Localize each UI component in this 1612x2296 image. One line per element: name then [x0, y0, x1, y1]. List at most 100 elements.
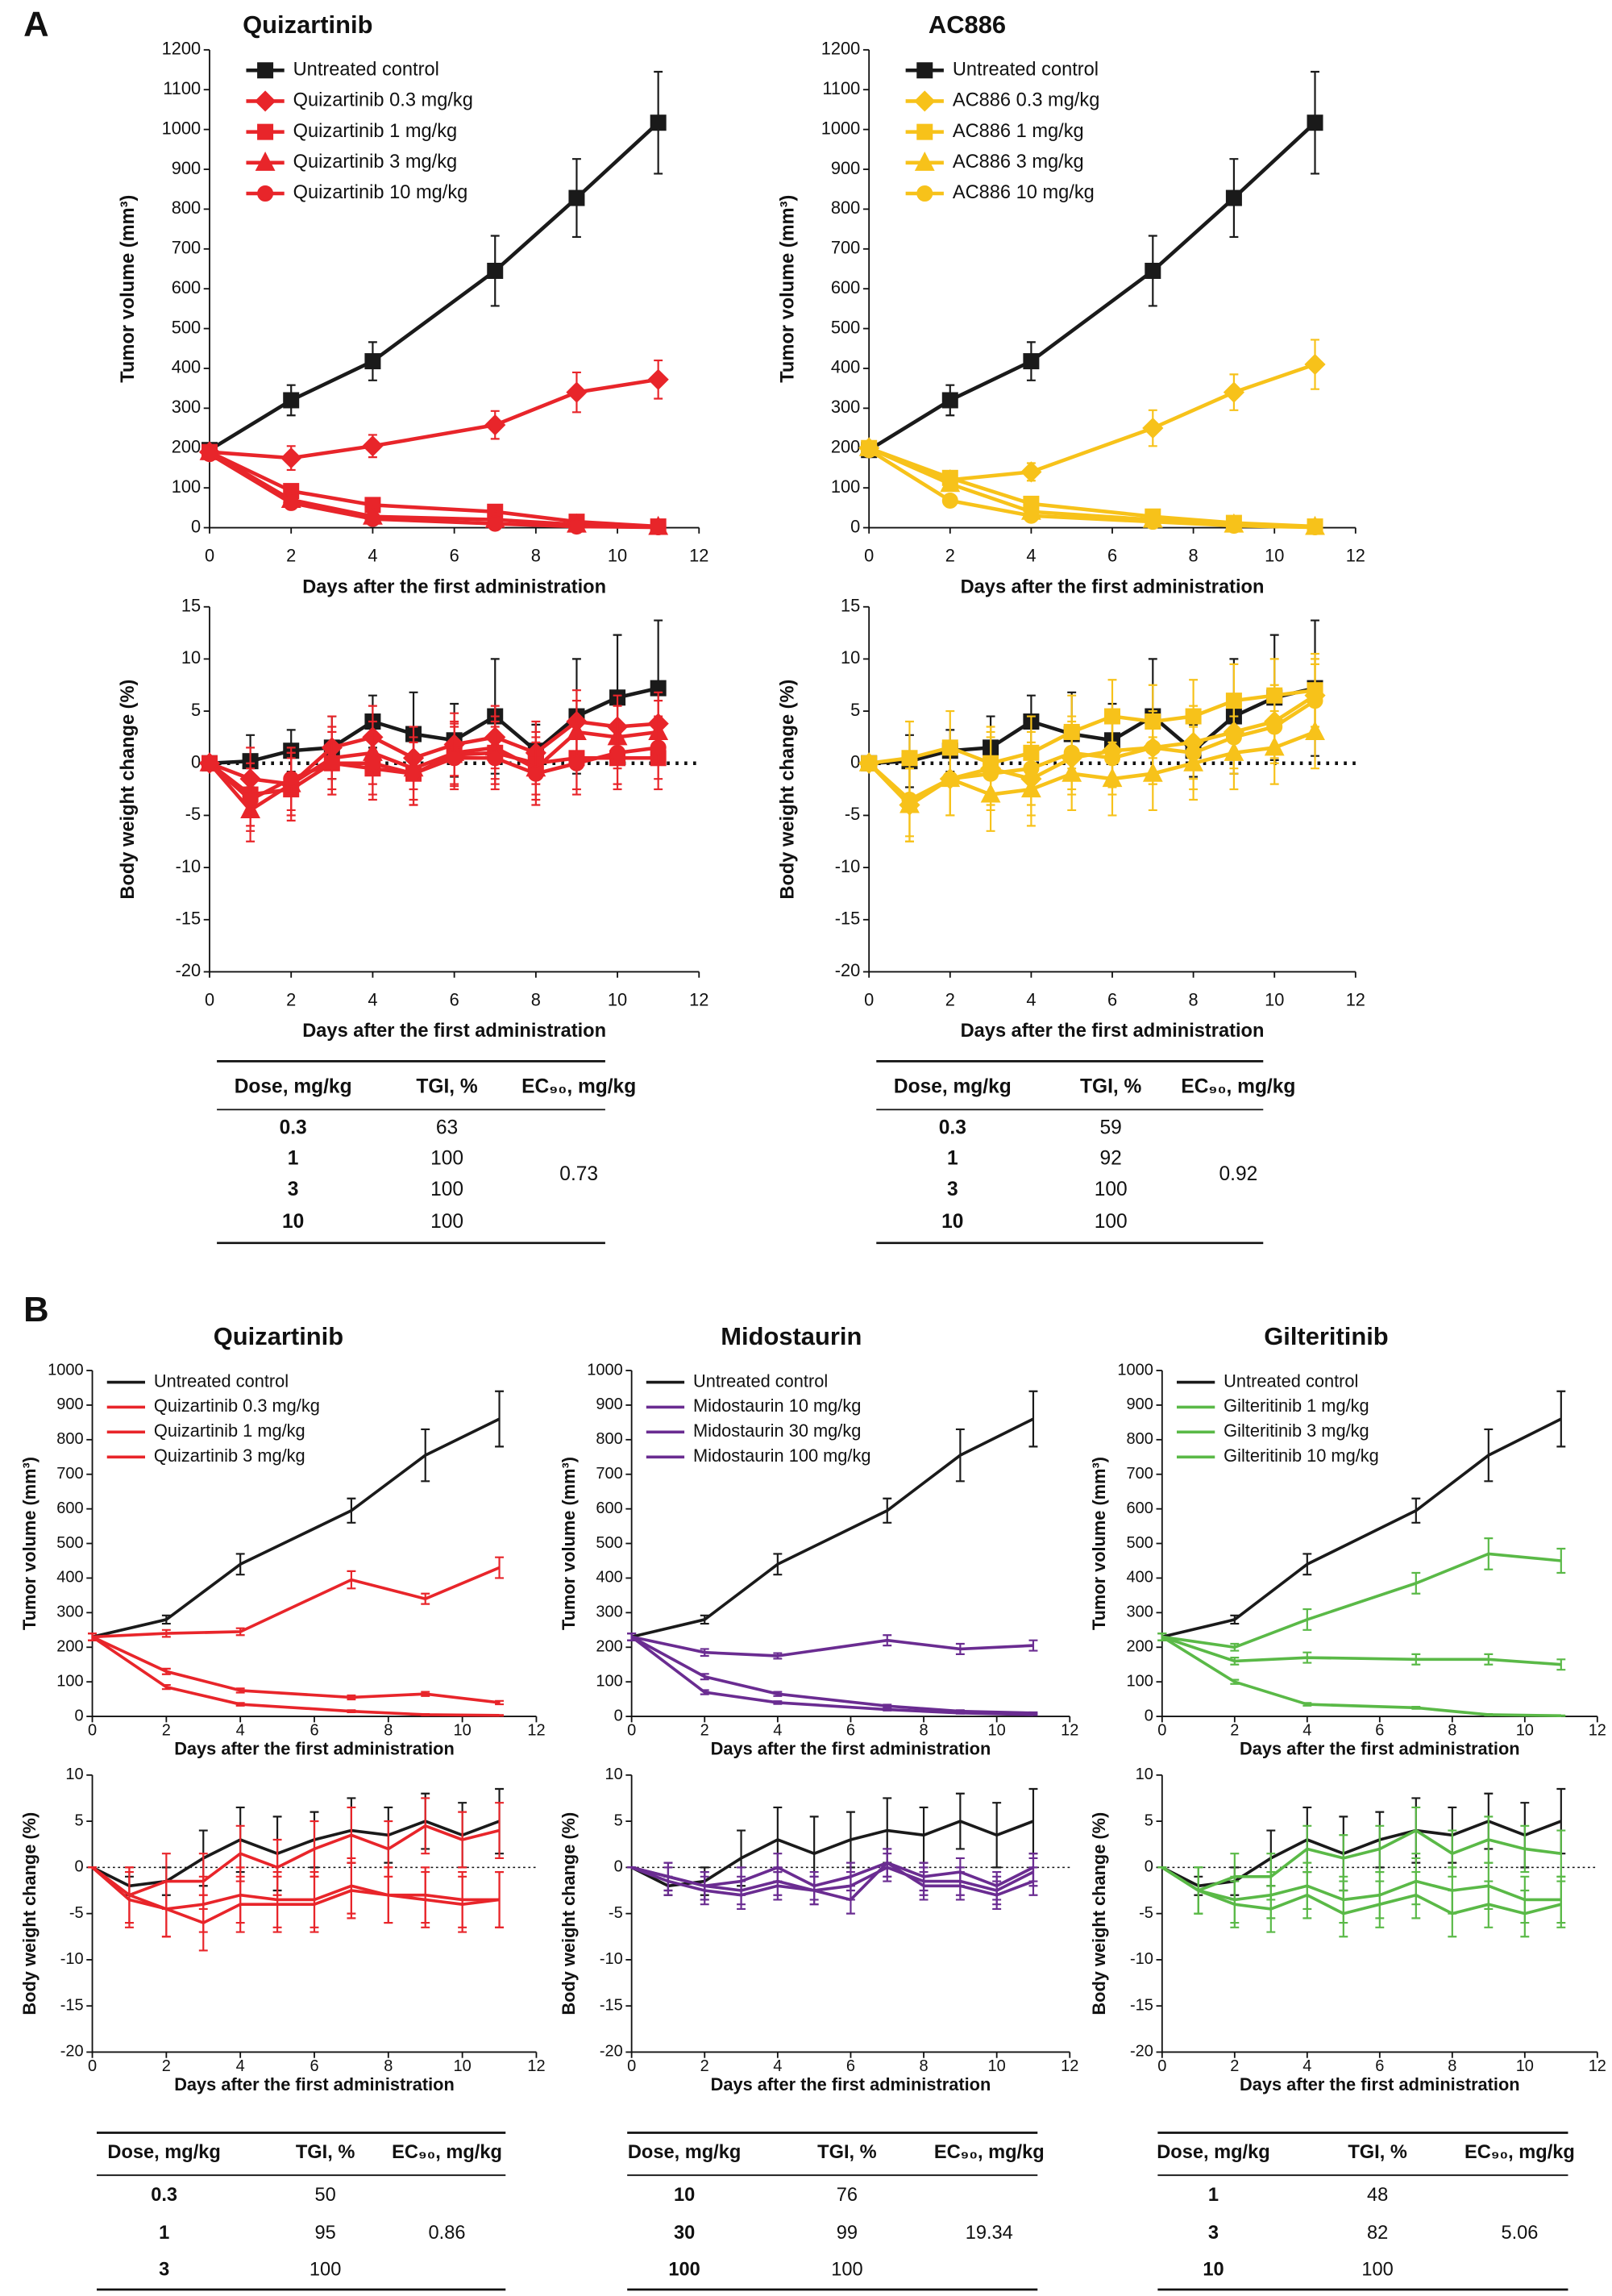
y-axis-label: Tumor volume (mm³) [19, 1457, 39, 1630]
error-bar [1302, 1608, 1312, 1631]
chart-title: Quizartinib [243, 10, 372, 39]
y-tick-label: 15 [841, 595, 860, 615]
error-bar [1302, 1651, 1312, 1664]
table-header: TGI, % [296, 2142, 355, 2163]
panel-label: A [23, 5, 49, 44]
y-tick-label: 1200 [162, 39, 202, 59]
y-tick-label: 5 [1145, 1811, 1153, 1829]
table-dose: 0.3 [151, 2185, 177, 2206]
error-bar [883, 1497, 892, 1524]
x-tick-label: 12 [689, 546, 708, 566]
x-tick-label: 2 [286, 990, 296, 1010]
y-tick-label: 800 [56, 1430, 83, 1448]
marker [1307, 693, 1323, 709]
y-tick-label: 500 [596, 1534, 622, 1552]
table-dose: 3 [1208, 2223, 1219, 2244]
legend-label: Midostaurin 10 mg/kg [693, 1395, 861, 1416]
error-bar [235, 1875, 245, 1933]
x-tick-label: 10 [454, 1722, 472, 1740]
table-tgi: 59 [1100, 1117, 1122, 1138]
x-tick-label: 6 [1107, 546, 1117, 566]
x-tick-label: 12 [1061, 1722, 1078, 1740]
series-line [208, 450, 659, 529]
error-bar [347, 1861, 356, 1920]
y-tick-label: 200 [172, 437, 201, 457]
table-tgi: 48 [1367, 2185, 1388, 2206]
x-tick-label: 6 [450, 990, 459, 1010]
y-tick-label: 800 [1127, 1430, 1153, 1448]
y-tick-label: 400 [831, 357, 860, 377]
y-tick-label: 5 [75, 1811, 84, 1829]
table-header: EC₉₀, mg/kg [1465, 2142, 1575, 2163]
error-bar [1411, 1705, 1421, 1710]
x-tick-label: 10 [1265, 990, 1284, 1010]
y-tick-label: -5 [1139, 1904, 1153, 1922]
x-tick-label: 12 [1589, 2057, 1606, 2075]
legend-label: AC886 1 mg/kg [953, 121, 1084, 142]
x-tick-label: 10 [1265, 546, 1284, 566]
series-line [630, 1635, 1034, 1716]
error-bar [161, 1614, 171, 1625]
error-bar [1411, 1653, 1421, 1666]
series-line [208, 730, 659, 813]
y-tick-label: 0 [75, 1858, 84, 1876]
table-tgi: 100 [430, 1211, 463, 1233]
y-tick-label: 700 [596, 1465, 622, 1483]
table-header: TGI, % [1080, 1076, 1142, 1098]
table-dose: 100 [668, 2260, 700, 2281]
error-bar [1194, 1866, 1203, 1915]
error-bar [235, 1553, 245, 1576]
error-bar [495, 1870, 505, 1928]
series-line [91, 1824, 500, 1897]
series-line [1161, 1635, 1561, 1718]
error-bar [737, 1880, 746, 1910]
table-header: Dose, mg/kg [894, 1076, 1012, 1098]
y-axis-label: Tumor volume (mm³) [1089, 1457, 1109, 1630]
error-bar [1484, 1880, 1494, 1928]
x-tick-label: 6 [1375, 2057, 1384, 2075]
series-line [1161, 1866, 1562, 1915]
marker [1225, 518, 1242, 534]
y-tick-label: 500 [1127, 1534, 1153, 1552]
marker [1223, 381, 1245, 403]
marker [1145, 739, 1161, 756]
error-bar [1157, 1633, 1167, 1641]
table-tgi: 82 [1367, 2223, 1388, 2244]
error-bar [421, 1592, 430, 1605]
x-tick-label: 12 [1346, 990, 1365, 1010]
marker [257, 62, 274, 79]
table-tgi: 99 [837, 2223, 858, 2244]
x-tick-label: 6 [1107, 990, 1117, 1010]
y-tick-label: 1100 [822, 78, 860, 98]
legend-label: Quizartinib 0.3 mg/kg [293, 90, 473, 111]
y-tick-label: 400 [596, 1569, 622, 1587]
error-bar [845, 1885, 855, 1915]
x-axis-label: Days after the first administration [302, 1021, 606, 1042]
y-tick-label: -5 [69, 1904, 84, 1922]
marker [1020, 461, 1042, 483]
y-tick-label: 100 [596, 1672, 622, 1690]
y-tick-label: 0 [850, 752, 860, 772]
table-dose: 0.3 [280, 1117, 307, 1138]
y-tick-label: 1100 [163, 78, 201, 98]
chart-title: AC886 [929, 10, 1006, 39]
series-line [1161, 1552, 1561, 1649]
y-tick-label: -10 [176, 856, 202, 876]
table-tgi: 100 [831, 2260, 862, 2281]
error-bar [421, 1870, 430, 1928]
y-tick-label: 0 [614, 1858, 623, 1876]
y-tick-label: 0 [191, 516, 201, 536]
error-bar [347, 1694, 356, 1701]
y-tick-label: 500 [831, 317, 860, 337]
y-tick-label: 5 [614, 1811, 623, 1829]
y-axis-label: Tumor volume (mm³) [777, 195, 798, 383]
x-tick-label: 0 [88, 2057, 97, 2075]
error-bar [421, 1691, 430, 1697]
chart-title: Gilteritinib [1264, 1322, 1388, 1350]
marker [1225, 189, 1242, 206]
table-dose: 10 [1203, 2260, 1224, 2281]
y-axis-label: Tumor volume (mm³) [118, 195, 139, 383]
marker [941, 392, 958, 409]
series-line [631, 1866, 1034, 1892]
error-bar [495, 1556, 505, 1579]
